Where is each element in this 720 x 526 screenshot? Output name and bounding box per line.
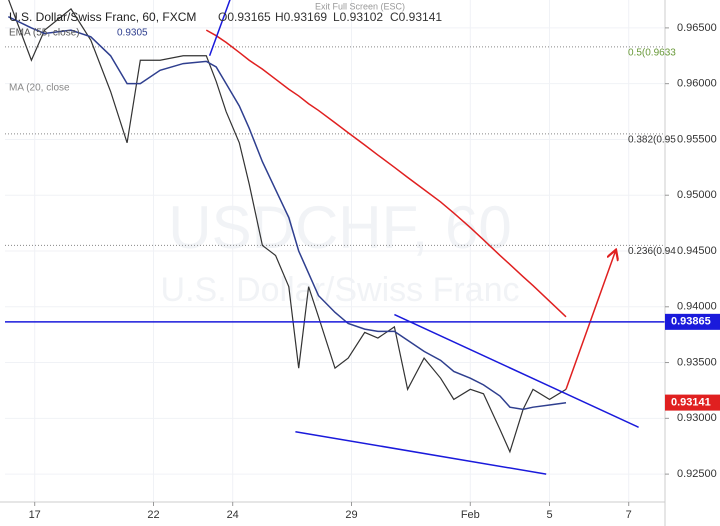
x-tick-label: 7 bbox=[626, 509, 632, 521]
fib-label: 0.382(0.95 bbox=[628, 135, 676, 146]
trendline bbox=[565, 251, 616, 390]
x-tick-label: 22 bbox=[147, 509, 159, 521]
indicator-label: EMA (55, close) bbox=[9, 28, 80, 39]
ohlc-open: O0.93165 bbox=[218, 10, 271, 24]
indicator-value: 0.9305 bbox=[117, 28, 148, 39]
indicator-label: MA (20, close bbox=[9, 83, 70, 94]
price-label-box bbox=[665, 313, 720, 330]
watermark: U.S. Dollar/Swiss Franc bbox=[161, 271, 520, 309]
y-tick-label: 0.93500 bbox=[677, 356, 717, 368]
y-tick-label: 0.96000 bbox=[677, 78, 717, 90]
x-tick-label: Feb bbox=[461, 509, 480, 521]
ohlc-high: H0.93169 bbox=[275, 10, 327, 24]
x-tick-label: 17 bbox=[29, 509, 41, 521]
trendline bbox=[295, 430, 547, 475]
price-label: 0.93865 bbox=[671, 316, 711, 328]
trendline bbox=[394, 313, 639, 428]
fib-label: 0.5(0.9633 bbox=[628, 47, 676, 58]
fib-label: 0.236(0.94 bbox=[628, 246, 676, 257]
ohlc-close: C0.93141 bbox=[390, 10, 442, 24]
y-tick-label: 0.94500 bbox=[677, 245, 717, 257]
trendline bbox=[208, 0, 231, 57]
chart-title: U.S. Dollar/Swiss Franc, 60, FXCM bbox=[9, 10, 196, 24]
price-line bbox=[205, 29, 567, 318]
y-tick-label: 0.95500 bbox=[677, 133, 717, 145]
x-tick-label: 24 bbox=[227, 509, 239, 521]
y-tick-label: 0.95000 bbox=[677, 189, 717, 201]
last-price-box bbox=[665, 394, 720, 411]
y-tick-label: 0.94000 bbox=[677, 301, 717, 313]
price-line bbox=[8, 0, 567, 454]
last-price-label: 0.93141 bbox=[671, 397, 711, 409]
y-tick-label: 0.92500 bbox=[677, 468, 717, 480]
y-tick-label: 0.93000 bbox=[677, 412, 717, 424]
price-line bbox=[7, 16, 567, 411]
x-tick-label: 5 bbox=[546, 509, 552, 521]
x-tick-label: 29 bbox=[345, 509, 357, 521]
ohlc-low: L0.93102 bbox=[333, 10, 383, 24]
y-tick-label: 0.96500 bbox=[677, 22, 717, 34]
exit-fullscreen[interactable]: Exit Full Screen (ESC) bbox=[315, 1, 405, 11]
watermark: USDCHF, 60 bbox=[168, 194, 511, 261]
